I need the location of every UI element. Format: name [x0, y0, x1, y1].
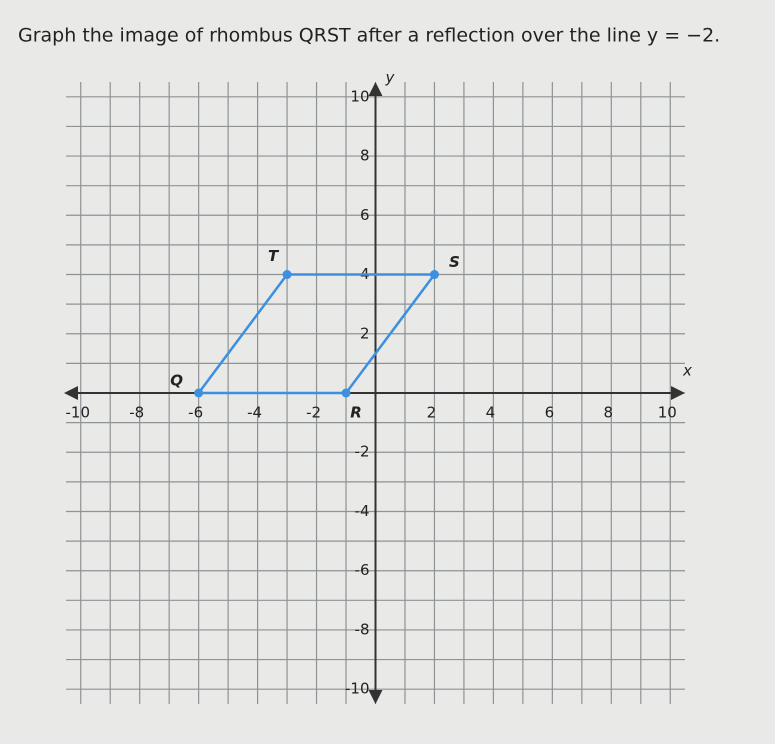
vertex-label: R — [350, 404, 362, 422]
y-tick-label: 6 — [360, 206, 370, 224]
x-tick-label: 8 — [604, 404, 614, 422]
y-tick-label: 2 — [360, 324, 370, 342]
x-tick-label: -2 — [306, 404, 321, 422]
x-tick-label: -4 — [247, 404, 262, 422]
y-axis-label: y — [385, 69, 396, 87]
chart-title: Graph the image of rhombus QRST after a … — [18, 25, 720, 47]
x-tick-label: 6 — [545, 404, 555, 422]
vertex-label: S — [449, 253, 460, 271]
vertex — [341, 388, 351, 398]
x-tick-label: -8 — [129, 404, 144, 422]
x-tick-label: 2 — [427, 404, 437, 422]
x-tick-label: -6 — [188, 404, 203, 422]
x-tick-label: 4 — [486, 404, 496, 422]
vertex — [429, 270, 439, 280]
y-tick-label: 10 — [350, 87, 369, 105]
vertex-label: T — [268, 247, 280, 265]
vertex — [194, 388, 204, 398]
y-tick-label: 8 — [360, 147, 370, 165]
x-axis-label: x — [682, 362, 692, 380]
vertex-label: Q — [170, 372, 183, 390]
x-tick-label: 10 — [658, 404, 677, 422]
y-tick-label: -6 — [355, 561, 370, 579]
vertex — [282, 270, 292, 280]
y-tick-label: -2 — [355, 443, 370, 461]
y-tick-label: -4 — [355, 502, 370, 520]
x-tick-label: -10 — [65, 404, 90, 422]
y-tick-label: -8 — [355, 620, 370, 638]
y-tick-label: -10 — [345, 680, 370, 698]
